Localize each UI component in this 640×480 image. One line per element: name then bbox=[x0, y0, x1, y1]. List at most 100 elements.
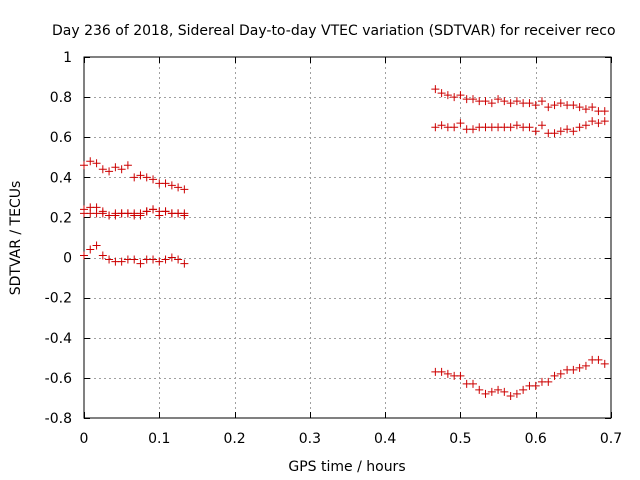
data-point-group-5 bbox=[569, 101, 578, 110]
data-point-group-6 bbox=[588, 117, 597, 126]
data-point-group-1 bbox=[98, 165, 107, 174]
data-point-group-4 bbox=[98, 251, 107, 260]
data-point-group-1 bbox=[167, 181, 176, 190]
data-point-group-3 bbox=[98, 209, 107, 218]
data-point-group-4 bbox=[174, 255, 183, 264]
data-point-group-1 bbox=[111, 163, 120, 172]
data-point-group-5 bbox=[531, 101, 540, 110]
data-point-group-5 bbox=[487, 99, 496, 108]
data-point-group-6 bbox=[437, 121, 446, 130]
data-point-group-6 bbox=[431, 123, 440, 132]
data-point-group-3 bbox=[180, 211, 189, 220]
data-point-group-7 bbox=[550, 371, 559, 380]
x-tick-label: 0.2 bbox=[223, 431, 245, 447]
data-point-group-3 bbox=[174, 209, 183, 218]
data-point-group-7 bbox=[481, 389, 490, 398]
data-point-group-6 bbox=[581, 121, 590, 130]
y-tick-label: 0.4 bbox=[50, 170, 72, 186]
y-tick-label: 0.2 bbox=[50, 210, 72, 226]
y-tick-label: 0.8 bbox=[50, 90, 72, 106]
data-point-group-6 bbox=[594, 119, 603, 128]
data-point-group-1 bbox=[92, 159, 101, 168]
data-point-group-5 bbox=[506, 99, 515, 108]
data-point-group-6 bbox=[563, 125, 572, 134]
data-point-group-4 bbox=[136, 259, 145, 268]
x-tick-label: 0.5 bbox=[449, 431, 471, 447]
data-point-group-4 bbox=[167, 253, 176, 262]
data-point-group-4 bbox=[105, 255, 114, 264]
data-point-group-7 bbox=[443, 369, 452, 378]
axis-ticks bbox=[84, 57, 612, 419]
data-point-group-5 bbox=[575, 103, 584, 112]
data-point-group-5 bbox=[600, 107, 609, 116]
data-point-group-4 bbox=[161, 255, 170, 264]
data-point-group-6 bbox=[506, 123, 515, 132]
x-axis-label: GPS time / hours bbox=[288, 459, 405, 475]
data-point-group-1 bbox=[86, 157, 95, 166]
data-point-group-5 bbox=[494, 95, 503, 104]
data-point-group-5 bbox=[456, 91, 465, 100]
x-tick-label: 0.7 bbox=[600, 431, 622, 447]
data-point-group-4 bbox=[155, 257, 164, 266]
y-tick-label: 1 bbox=[63, 50, 72, 66]
data-point-group-5 bbox=[500, 97, 509, 106]
y-tick-label: -0.8 bbox=[45, 411, 72, 427]
data-point-group-3 bbox=[130, 211, 139, 220]
y-tick-label: 0 bbox=[63, 251, 72, 267]
data-point-group-7 bbox=[544, 377, 553, 386]
data-point-group-5 bbox=[556, 99, 565, 108]
x-tick-label: 0.1 bbox=[148, 431, 170, 447]
data-point-group-4 bbox=[130, 255, 139, 264]
data-point-group-6 bbox=[537, 121, 546, 130]
data-point-group-5 bbox=[550, 101, 559, 110]
data-point-group-6 bbox=[600, 117, 609, 126]
x-tick-labels: 0 0.1 0.2 0.3 0.4 0.5 0.6 0.7 bbox=[80, 431, 623, 447]
data-point-group-3 bbox=[161, 207, 170, 216]
data-point-group-1 bbox=[149, 175, 158, 184]
data-point-group-7 bbox=[475, 385, 484, 394]
data-point-group-7 bbox=[437, 367, 446, 376]
data-point-group-7 bbox=[519, 385, 528, 394]
y-tick-label: -0.4 bbox=[45, 331, 72, 347]
data-point-group-6 bbox=[531, 127, 540, 136]
data-point-group-5 bbox=[544, 103, 553, 112]
data-point-group-3 bbox=[105, 211, 114, 220]
data-point-group-1 bbox=[174, 183, 183, 192]
data-points bbox=[80, 85, 609, 400]
data-point-group-5 bbox=[588, 103, 597, 112]
data-point-group-7 bbox=[556, 369, 565, 378]
data-point-group-3 bbox=[123, 209, 132, 218]
data-point-group-4 bbox=[149, 255, 158, 264]
data-point-group-5 bbox=[512, 97, 521, 106]
y-tick-label: -0.2 bbox=[45, 291, 72, 307]
data-point-group-6 bbox=[512, 121, 521, 130]
data-point-group-7 bbox=[494, 385, 503, 394]
data-point-group-7 bbox=[487, 387, 496, 396]
x-tick-label: 0 bbox=[80, 431, 89, 447]
y-tick-labels: -0.8 -0.6 -0.4 -0.2 0 0.2 0.4 0.6 0.8 1 bbox=[45, 50, 72, 427]
data-point-group-6 bbox=[575, 123, 584, 132]
grid-lines bbox=[84, 57, 611, 418]
data-point-group-1 bbox=[123, 161, 132, 170]
data-point-group-7 bbox=[569, 365, 578, 374]
data-point-group-3 bbox=[136, 209, 145, 218]
data-point-group-6 bbox=[450, 123, 459, 132]
data-point-group-7 bbox=[531, 381, 540, 390]
data-point-group-1 bbox=[161, 179, 170, 188]
data-point-group-3 bbox=[149, 205, 158, 214]
data-point-group-5 bbox=[443, 91, 452, 100]
data-point-group-5 bbox=[537, 97, 546, 106]
x-tick-label: 0.3 bbox=[299, 431, 321, 447]
y-tick-label: 0.6 bbox=[50, 130, 72, 146]
data-point-group-1 bbox=[136, 171, 145, 180]
data-point-group-6 bbox=[569, 127, 578, 136]
data-point-group-1 bbox=[180, 185, 189, 194]
data-point-group-6 bbox=[456, 119, 465, 128]
data-point-group-7 bbox=[581, 361, 590, 370]
plot-frame bbox=[83, 56, 612, 419]
data-point-group-7 bbox=[469, 379, 478, 388]
data-point-group-4 bbox=[92, 241, 101, 250]
data-point-group-6 bbox=[525, 123, 534, 132]
data-point-group-3 bbox=[142, 207, 151, 216]
